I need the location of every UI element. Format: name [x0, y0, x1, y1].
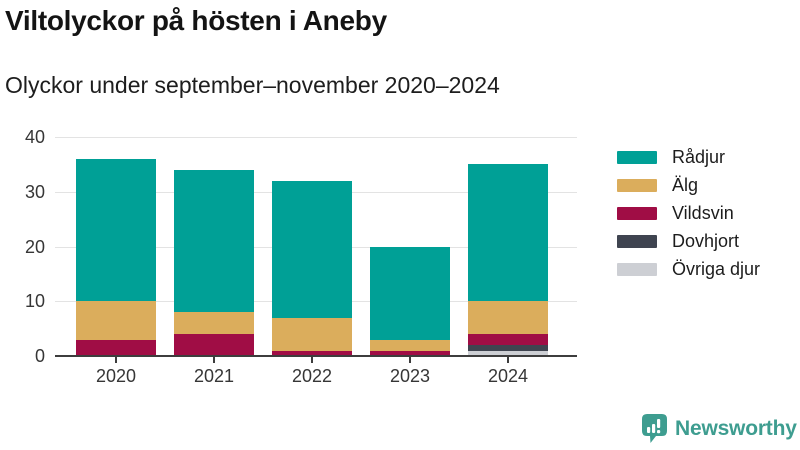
legend-label: Dovhjort	[672, 230, 740, 251]
x-tick-2021	[213, 357, 215, 363]
bar-segment-2023-rådjur	[370, 246, 450, 340]
x-axis-line	[55, 355, 577, 357]
x-tick-label-2021: 2021	[193, 366, 235, 386]
legend-item-rådjur: Rådjur	[617, 147, 725, 167]
bar-segment-2020-rådjur	[76, 158, 156, 302]
legend-swatch-dovhjort	[617, 234, 657, 248]
gridline-40	[55, 137, 577, 138]
bar-segment-2020-älg	[76, 301, 156, 340]
x-tick-2023	[409, 357, 411, 363]
newsworthy-logo[interactable]: Newsworthy	[641, 413, 797, 444]
bar-segment-2024-övriga-djur	[468, 350, 548, 356]
y-tick-label-0: 0	[34, 346, 45, 366]
bar-2022	[272, 180, 352, 356]
legend-item-älg: Älg	[617, 175, 698, 195]
legend-item-övriga-djur: Övriga djur	[617, 259, 760, 279]
x-tick-2024	[507, 357, 509, 363]
legend-label: Övriga djur	[672, 258, 761, 279]
legend-label: Älg	[672, 174, 699, 195]
chart-title: Viltolyckor på hösten i Aneby	[5, 5, 387, 36]
legend-swatch-rådjur	[617, 150, 657, 164]
bar-2024	[468, 164, 548, 356]
bar-2020	[76, 158, 156, 356]
bar-segment-2022-vildsvin	[272, 350, 352, 356]
bar-segment-2022-älg	[272, 317, 352, 351]
x-tick-label-2024: 2024	[487, 366, 529, 386]
bar-2023	[370, 246, 450, 357]
bar-segment-2020-vildsvin	[76, 339, 156, 356]
legend-label: Rådjur	[672, 146, 726, 167]
bar-segment-2021-vildsvin	[174, 334, 254, 356]
x-tick-label-2023: 2023	[389, 366, 431, 386]
y-tick-label-20: 20	[24, 236, 45, 257]
bar-segment-2024-älg	[468, 301, 548, 335]
bar-2021	[174, 169, 254, 356]
bar-segment-2022-rådjur	[272, 180, 352, 318]
bar-segment-2021-älg	[174, 312, 254, 335]
bar-segment-2023-vildsvin	[370, 350, 450, 356]
chart-subtitle: Olyckor under september–november 2020–20…	[5, 72, 500, 98]
legend-item-vildsvin: Vildsvin	[617, 203, 734, 223]
newsworthy-wordmark: Newsworthy	[675, 416, 797, 440]
legend-item-dovhjort: Dovhjort	[617, 231, 739, 251]
x-tick-2020	[115, 357, 117, 363]
bar-segment-2023-älg	[370, 339, 450, 351]
x-tick-2022	[311, 357, 313, 363]
x-tick-label-2022: 2022	[291, 366, 333, 386]
legend-label: Vildsvin	[672, 202, 734, 223]
y-tick-label-30: 30	[24, 181, 45, 202]
bar-segment-2024-vildsvin	[468, 334, 548, 346]
legend-swatch-vildsvin	[617, 206, 657, 220]
legend-swatch-övriga-djur	[617, 262, 657, 276]
bar-segment-2021-rådjur	[174, 169, 254, 313]
y-tick-label-40: 40	[24, 127, 45, 147]
newsworthy-icon	[641, 413, 668, 444]
bar-segment-2024-rådjur	[468, 164, 548, 302]
legend-swatch-älg	[617, 178, 657, 192]
y-tick-label-10: 10	[24, 291, 45, 312]
x-tick-label-2020: 2020	[95, 366, 137, 386]
bar-segment-2024-dovhjort	[468, 345, 548, 351]
